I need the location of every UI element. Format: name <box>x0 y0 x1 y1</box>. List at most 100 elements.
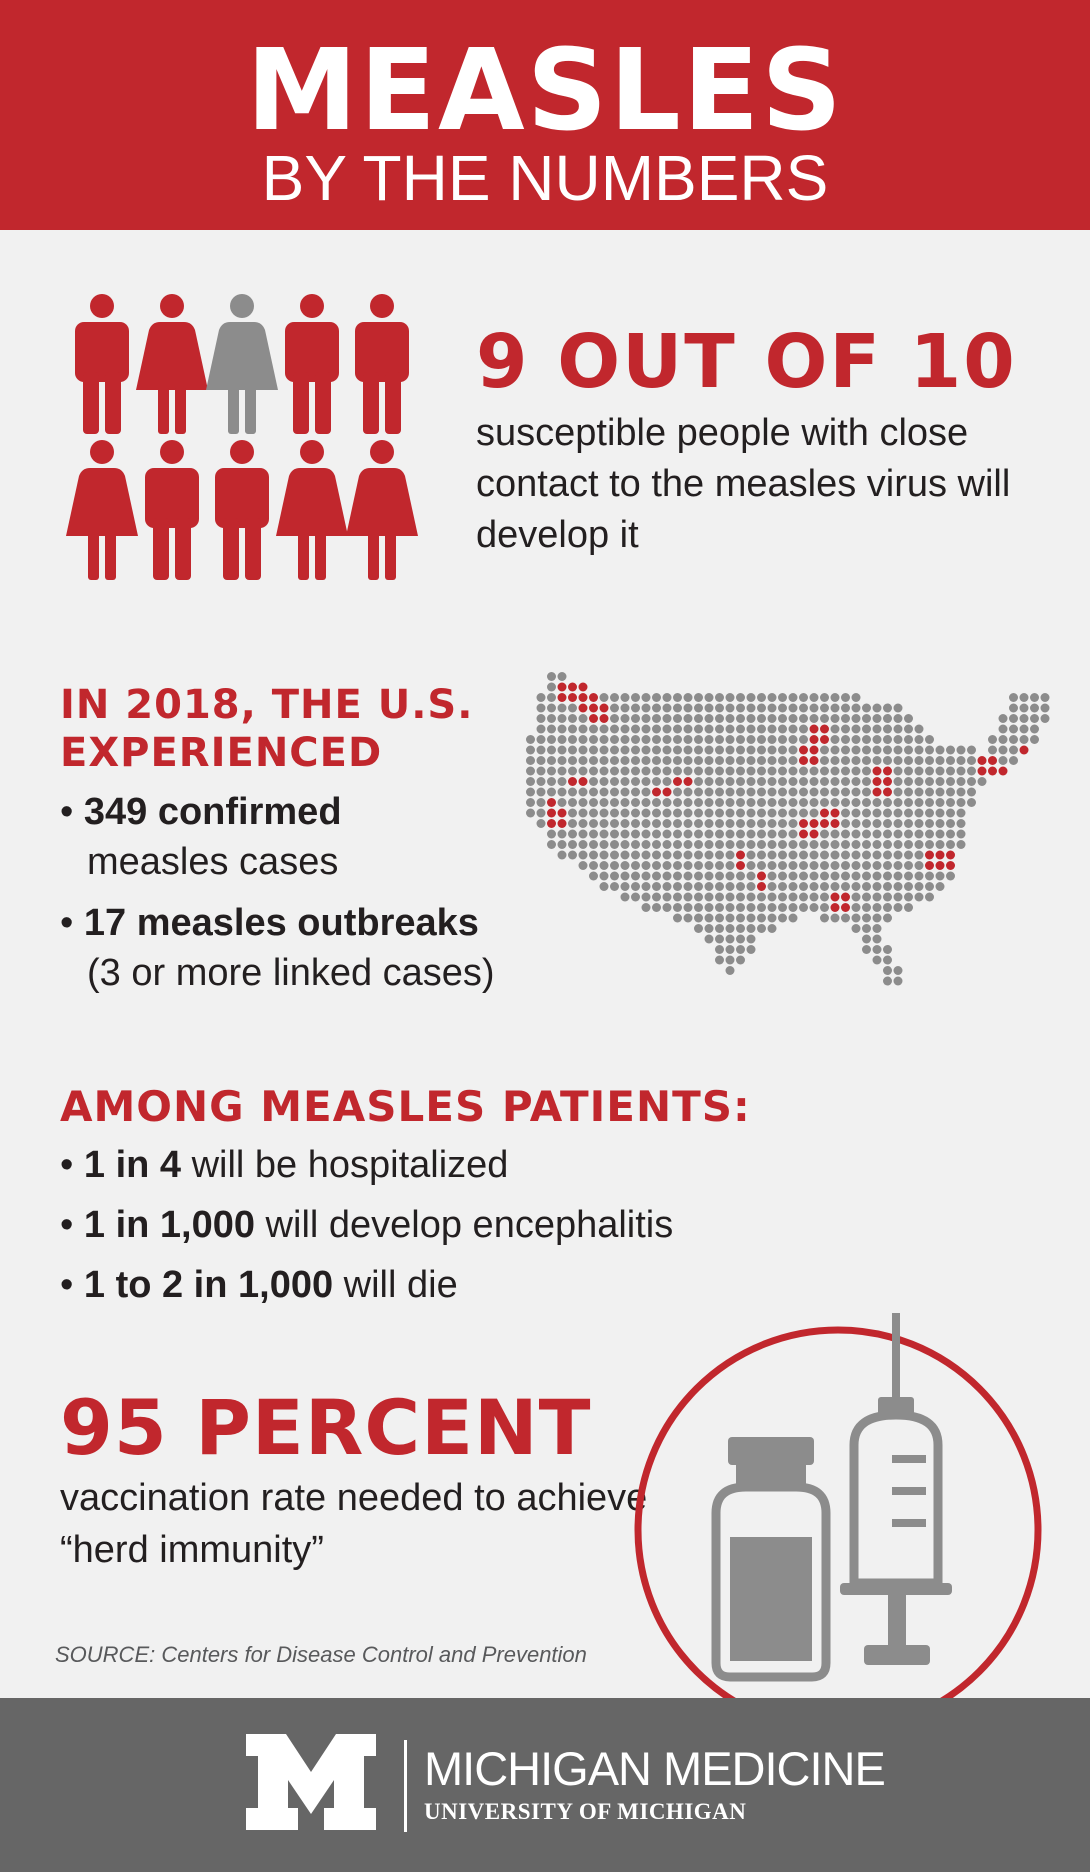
map-dot <box>1040 714 1050 723</box>
map-dot <box>872 808 882 818</box>
map-dot <box>704 913 714 923</box>
map-dot <box>631 745 640 755</box>
map-dot <box>662 871 672 881</box>
map-dot <box>715 703 724 713</box>
map-dot <box>809 787 819 797</box>
map-dot <box>778 808 787 818</box>
map-dot <box>851 724 861 734</box>
map-dot <box>683 808 693 818</box>
map-dot <box>736 882 745 891</box>
map-dot <box>862 819 871 828</box>
map-dot <box>778 871 787 881</box>
map-dot <box>778 693 787 702</box>
map-dot <box>841 840 850 849</box>
map-dot <box>526 745 535 755</box>
map-dot <box>715 924 724 933</box>
map-dot <box>673 735 682 744</box>
map-dot <box>662 882 672 891</box>
map-dot <box>799 871 808 881</box>
footer-divider <box>404 1740 407 1832</box>
map-dot <box>652 714 661 723</box>
map-dot <box>631 735 640 744</box>
map-dot <box>683 798 693 807</box>
map-dot <box>872 714 882 723</box>
map-dot <box>662 714 672 723</box>
map-dot <box>757 777 766 786</box>
bullet-bold: 1 to 2 in 1,000 <box>83 1264 334 1306</box>
map-dot <box>904 766 913 776</box>
map-dot <box>662 745 672 755</box>
outbreak-dot <box>799 745 808 755</box>
map-dot <box>757 787 766 797</box>
outbreak-dot <box>589 703 598 713</box>
map-dot <box>872 924 882 933</box>
map-dot <box>694 787 703 797</box>
map-dot <box>568 787 577 797</box>
source-citation: SOURCE: Centers for Disease Control and … <box>55 1642 587 1667</box>
map-dot <box>631 724 640 734</box>
outbreak-dot <box>589 693 598 702</box>
map-dot <box>788 882 798 891</box>
map-dot <box>799 840 808 849</box>
map-dot <box>977 777 987 786</box>
outbreak-dot <box>883 766 892 776</box>
map-dot <box>725 798 735 807</box>
map-dot <box>904 756 913 765</box>
map-dot <box>547 724 556 734</box>
map-dot <box>631 714 640 723</box>
outbreak-dot <box>830 819 840 828</box>
map-dot <box>872 945 882 954</box>
map-dot <box>851 840 861 849</box>
map-dot <box>967 756 976 765</box>
outbreak-dot <box>988 766 997 776</box>
map-dot <box>883 945 892 954</box>
man-icon <box>145 440 199 580</box>
map-dot <box>883 735 892 744</box>
header-banner: MEASLES BY THE NUMBERS <box>0 0 1090 230</box>
map-dot <box>851 819 861 828</box>
map-dot <box>673 808 682 818</box>
map-dot <box>841 745 850 755</box>
map-dot <box>862 745 871 755</box>
map-dot <box>767 924 777 933</box>
map-dot <box>725 924 735 933</box>
map-dot <box>893 829 903 839</box>
map-dot <box>620 756 630 765</box>
map-dot <box>830 766 840 776</box>
map-dot <box>1009 735 1018 744</box>
map-dot <box>956 745 966 755</box>
outbreak-dot <box>652 787 661 797</box>
map-dot <box>862 808 871 818</box>
map-dot <box>788 903 798 912</box>
map-dot <box>746 913 756 923</box>
map-dot <box>862 829 871 839</box>
map-dot <box>904 882 913 891</box>
map-dot <box>715 882 724 891</box>
map-dot <box>662 819 672 828</box>
map-dot <box>914 882 924 891</box>
map-dot <box>610 777 619 786</box>
map-dot <box>694 714 703 723</box>
map-dot <box>704 861 714 870</box>
map-dot <box>725 903 735 912</box>
map-dot <box>893 850 903 860</box>
map-dot <box>757 808 766 818</box>
bullet-text: will die <box>333 1264 458 1306</box>
map-dot <box>568 819 577 828</box>
map-dot <box>662 850 672 860</box>
map-dot <box>872 735 882 744</box>
map-dot <box>725 966 735 975</box>
map-dot <box>883 819 892 828</box>
map-dot <box>998 714 1008 723</box>
map-dot <box>904 735 913 744</box>
map-dot <box>925 808 934 818</box>
outbreak-dot <box>883 777 892 786</box>
map-dot <box>862 840 871 849</box>
map-dot <box>631 766 640 776</box>
map-dot <box>757 735 766 744</box>
map-dot <box>683 861 693 870</box>
woman-icon <box>66 440 138 580</box>
map-dot <box>704 798 714 807</box>
map-dot <box>767 724 777 734</box>
map-dot <box>904 724 913 734</box>
